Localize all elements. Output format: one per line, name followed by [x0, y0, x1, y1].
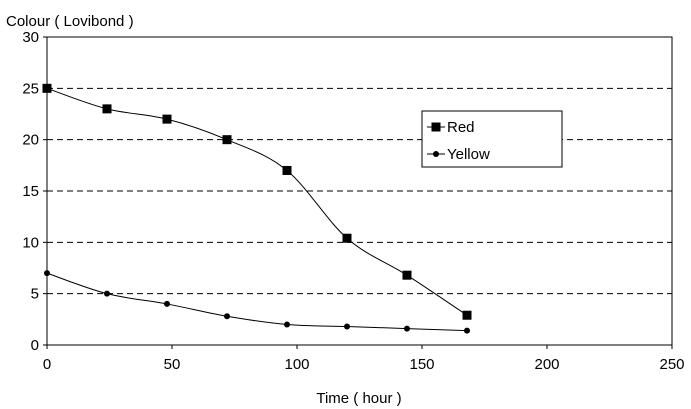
legend-marker-red: [431, 122, 441, 132]
y-tick-label-0: 0: [31, 337, 39, 354]
legend-marker-yellow: [433, 151, 439, 157]
x-tick-label-100: 100: [284, 356, 309, 373]
point-red-144: [402, 270, 412, 280]
point-yellow-0: [44, 270, 50, 277]
y-axis-title: Colour ( Lovibond ): [6, 13, 134, 30]
series-group: [42, 83, 472, 334]
y-tick-label-20: 20: [22, 132, 39, 149]
x-tick-label-200: 200: [534, 356, 559, 373]
x-tick-label-250: 250: [659, 356, 684, 373]
point-red-168: [462, 310, 472, 320]
point-red-96: [282, 165, 292, 175]
x-tick-label-0: 0: [43, 356, 51, 373]
point-yellow-48: [164, 300, 170, 307]
legend: Red Yellow: [421, 110, 563, 168]
point-yellow-96: [284, 321, 290, 328]
point-yellow-24: [104, 290, 110, 297]
y-axis-ticks: 0 5 10 15 20 25 30: [22, 29, 47, 354]
point-yellow-72: [224, 313, 230, 320]
x-tick-label-150: 150: [409, 356, 434, 373]
x-tick-label-50: 50: [164, 356, 181, 373]
point-red-48: [162, 114, 172, 124]
y-tick-label-15: 15: [22, 183, 39, 200]
series-line-yellow: [46, 272, 468, 332]
legend-label-red: Red: [447, 119, 475, 136]
x-axis-title: Time ( hour ): [316, 390, 401, 407]
legend-box: [421, 110, 563, 168]
y-tick-label-25: 25: [22, 80, 39, 97]
legend-label-yellow: Yellow: [447, 146, 490, 163]
point-yellow-120: [344, 323, 350, 330]
point-yellow-144: [404, 325, 410, 332]
point-red-0: [42, 83, 52, 93]
point-red-120: [342, 233, 352, 243]
series-line-red: [46, 87, 468, 316]
y-tick-label-30: 30: [22, 29, 39, 46]
point-red-72: [222, 135, 232, 145]
point-red-24: [102, 104, 112, 114]
gridlines: [47, 87, 672, 295]
x-axis-ticks: 0 50 100 150 200 250: [43, 345, 685, 373]
point-yellow-168: [464, 327, 470, 334]
y-tick-label-5: 5: [31, 286, 39, 303]
y-tick-label-10: 10: [22, 234, 39, 251]
